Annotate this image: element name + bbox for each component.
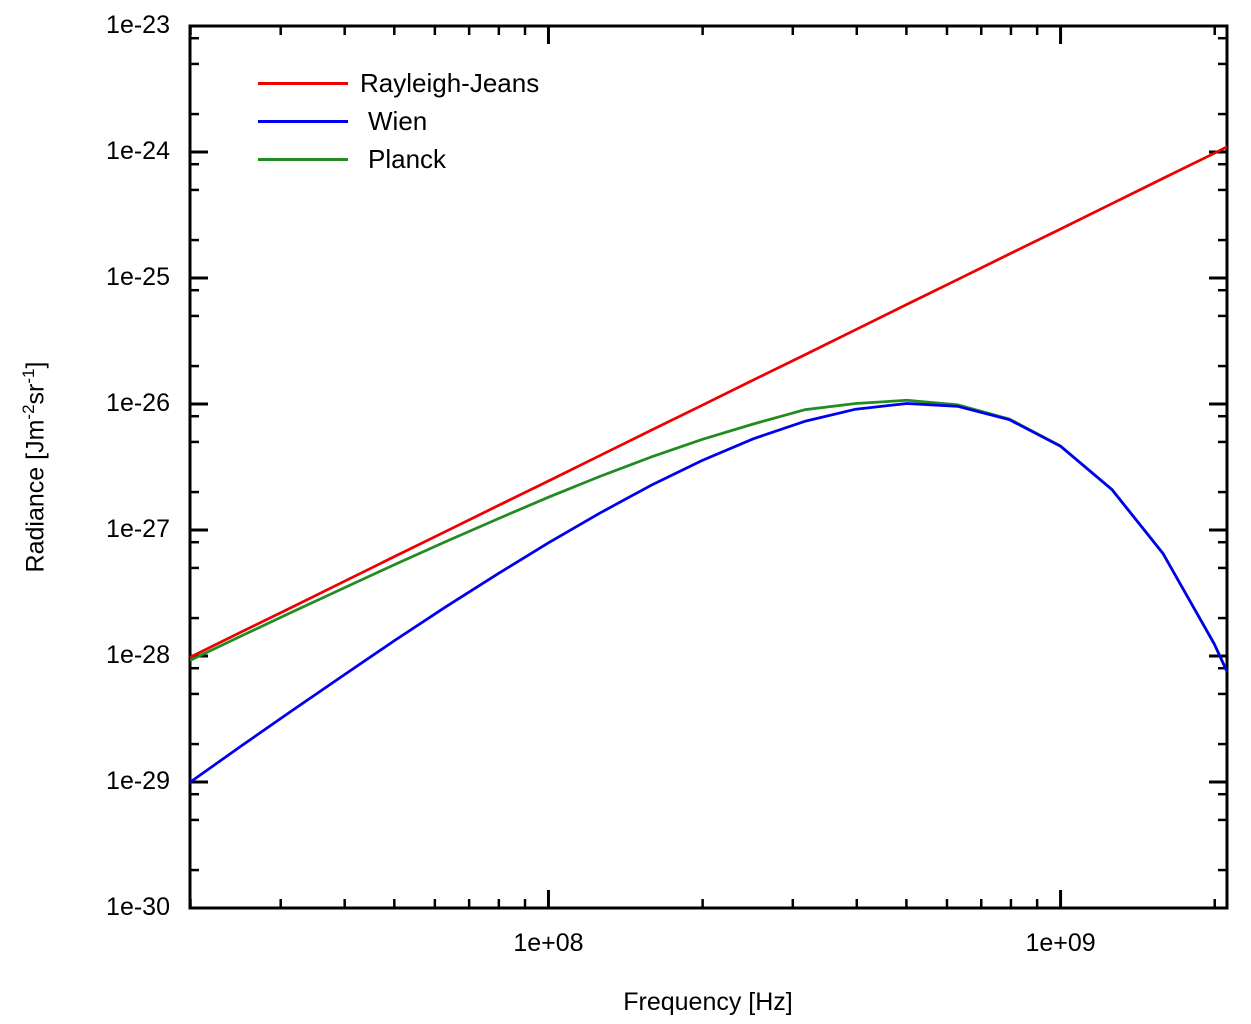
y-tick-label: 1e-28: [106, 641, 170, 669]
y-tick-label: 1e-23: [106, 11, 170, 39]
y-tick-label: 1e-27: [106, 515, 170, 543]
legend-line-wien: [258, 119, 348, 123]
legend-line-planck: [258, 157, 348, 161]
plot-border: [188, 24, 1229, 910]
curve-wien: [190, 402, 1227, 784]
x-axis-title: Frequency [Hz]: [623, 988, 793, 1016]
y-tick-label: 1e-24: [106, 137, 170, 165]
y-tick-label: 1e-26: [106, 389, 170, 417]
legend-label-planck: Planck: [368, 144, 447, 174]
x-tick-label: 1e+09: [1025, 929, 1096, 957]
y-axis-title-superscript: -1: [19, 368, 39, 384]
legend-item-planck: Planck: [258, 140, 446, 178]
curve-planck: [190, 398, 1227, 673]
y-tick-label: 1e-30: [106, 893, 170, 921]
legend-label-rayleigh-jeans: Rayleigh-Jeans: [360, 68, 540, 98]
x-tick-label: 1e+08: [513, 929, 584, 957]
y-axis-title-text: Radiance [Jm: [21, 419, 50, 573]
legend-label-wien: Wien: [368, 106, 428, 136]
curve-rayleigh-jeans: [190, 145, 1227, 659]
legend-line-rayleigh-jeans: [258, 81, 348, 85]
y-tick-label: 1e-25: [106, 263, 170, 291]
legend-item-wien: Wien: [258, 102, 427, 140]
y-axis-title-superscript: -2: [19, 404, 39, 420]
y-axis-title-text: ]: [21, 361, 50, 369]
legend-item-rayleigh-jeans: Rayleigh-Jeans: [258, 64, 539, 102]
y-tick-label: 1e-29: [106, 767, 170, 795]
